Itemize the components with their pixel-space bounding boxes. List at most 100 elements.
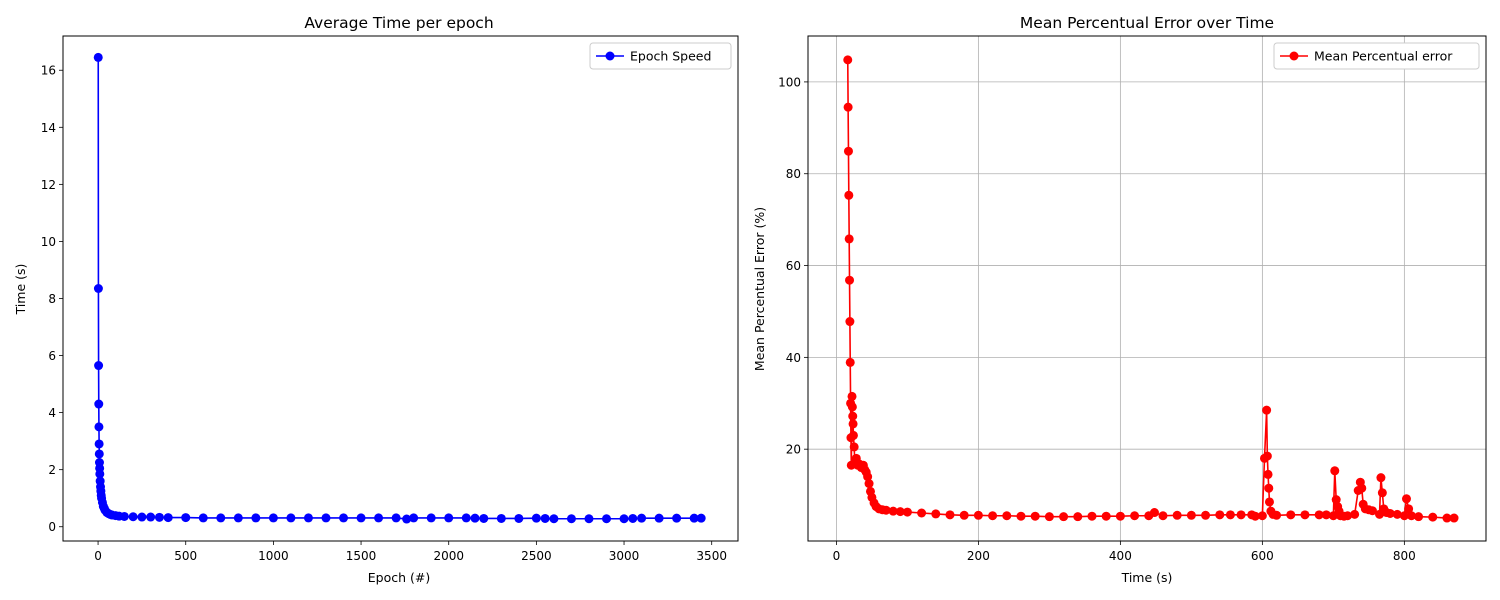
x-tick-label: 2500 bbox=[521, 549, 552, 563]
legend-box bbox=[1273, 42, 1480, 70]
data-point bbox=[1101, 511, 1111, 521]
plot-frame bbox=[807, 35, 1487, 542]
y-tick-label: 16 bbox=[41, 64, 56, 78]
data-point bbox=[988, 511, 998, 521]
data-point bbox=[95, 469, 105, 479]
data-point bbox=[356, 513, 366, 523]
chart-title: Average Time per epoch bbox=[304, 14, 493, 32]
data-point bbox=[181, 513, 191, 523]
data-point bbox=[1016, 511, 1026, 521]
data-point bbox=[566, 514, 576, 524]
data-point bbox=[1215, 510, 1225, 520]
x-tick-label: 500 bbox=[174, 549, 197, 563]
data-point bbox=[849, 442, 859, 452]
data-point bbox=[1377, 488, 1387, 498]
data-point bbox=[902, 507, 912, 517]
data-point bbox=[94, 449, 104, 459]
legend: Epoch Speed bbox=[589, 42, 732, 70]
data-point bbox=[1257, 511, 1267, 521]
data-point bbox=[321, 513, 331, 523]
data-point bbox=[1172, 510, 1182, 520]
y-tick-label: 10 bbox=[41, 235, 56, 249]
y-axis-label: Mean Percentual Error (%) bbox=[752, 207, 767, 371]
data-point bbox=[1272, 510, 1282, 520]
data-point bbox=[470, 513, 480, 523]
data-point bbox=[1073, 512, 1083, 522]
legend-marker-mean-percentual-error bbox=[1289, 51, 1299, 61]
data-point bbox=[1059, 512, 1069, 522]
data-point bbox=[1367, 506, 1377, 516]
plot-frame bbox=[62, 35, 739, 542]
data-point bbox=[1158, 511, 1168, 521]
y-tick-label: 60 bbox=[786, 259, 801, 273]
data-point bbox=[895, 507, 905, 517]
data-point bbox=[1442, 513, 1452, 523]
data-point bbox=[844, 190, 854, 200]
data-point bbox=[1331, 495, 1341, 505]
data-point bbox=[286, 513, 296, 523]
data-point bbox=[251, 513, 261, 523]
data-point bbox=[374, 513, 384, 523]
data-point bbox=[514, 513, 524, 523]
data-point bbox=[1087, 511, 1097, 521]
data-point bbox=[1343, 511, 1353, 521]
data-point bbox=[216, 513, 226, 523]
x-tick-label: 3000 bbox=[609, 549, 640, 563]
chart-title: Mean Percentual Error over Time bbox=[1020, 14, 1274, 32]
data-point bbox=[1264, 483, 1274, 493]
data-point bbox=[1385, 508, 1395, 518]
data-point bbox=[233, 513, 243, 523]
data-point bbox=[1401, 494, 1411, 504]
data-point bbox=[1357, 483, 1367, 493]
data-point bbox=[1115, 511, 1125, 521]
data-point bbox=[917, 508, 927, 518]
data-point bbox=[847, 402, 857, 412]
data-point bbox=[137, 512, 147, 522]
y-tick-label: 8 bbox=[48, 292, 56, 306]
data-point bbox=[479, 513, 489, 523]
data-point bbox=[945, 510, 955, 520]
data-point bbox=[1414, 512, 1424, 522]
data-point bbox=[94, 399, 104, 409]
data-point bbox=[163, 513, 173, 523]
data-point bbox=[689, 513, 699, 523]
data-point bbox=[845, 317, 855, 327]
data-point bbox=[128, 512, 138, 522]
y-tick-label: 2 bbox=[48, 463, 56, 477]
data-point bbox=[1130, 511, 1140, 521]
data-point bbox=[1236, 510, 1246, 520]
data-point bbox=[94, 422, 104, 432]
data-point bbox=[154, 512, 164, 522]
data-point bbox=[959, 510, 969, 520]
data-point bbox=[1404, 504, 1414, 514]
data-point bbox=[540, 513, 550, 523]
x-tick-label: 400 bbox=[1109, 549, 1132, 563]
data-point bbox=[848, 430, 858, 440]
data-point bbox=[146, 512, 156, 522]
data-point bbox=[496, 513, 506, 523]
data-point bbox=[844, 234, 854, 244]
data-point bbox=[843, 55, 853, 65]
data-point bbox=[1399, 511, 1409, 521]
data-point bbox=[847, 391, 857, 401]
data-point bbox=[888, 506, 898, 516]
legend-label-mean-percentual-error: Mean Percentual error bbox=[1314, 49, 1453, 64]
data-point bbox=[843, 102, 853, 112]
data-point bbox=[268, 513, 278, 523]
legend-label-epoch-speed: Epoch Speed bbox=[630, 49, 711, 64]
x-tick-label: 1000 bbox=[258, 549, 289, 563]
data-point bbox=[1030, 511, 1040, 521]
data-point bbox=[848, 419, 858, 429]
data-point bbox=[628, 513, 638, 523]
legend-marker-epoch-speed bbox=[605, 51, 615, 61]
data-point bbox=[1392, 509, 1402, 519]
y-tick-label: 20 bbox=[786, 443, 801, 457]
data-point bbox=[845, 357, 855, 367]
data-point bbox=[1314, 510, 1324, 520]
data-point bbox=[931, 509, 941, 519]
data-point bbox=[1321, 510, 1331, 520]
x-tick-label: 0 bbox=[94, 549, 102, 563]
data-point bbox=[1286, 510, 1296, 520]
data-point bbox=[444, 513, 454, 523]
chart-average-time-per-epoch: Average Time per epoch Epoch (#) Time (s… bbox=[13, 14, 739, 585]
